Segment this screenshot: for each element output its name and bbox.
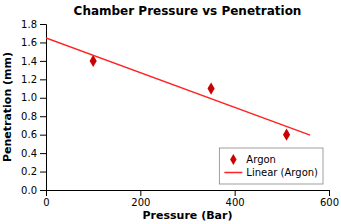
axis-line — [47, 191, 330, 197]
legend-label: Linear (Argon) — [246, 167, 318, 178]
x-axis-title: Pressure (Bar) — [143, 209, 233, 222]
legend-swatch — [224, 172, 242, 174]
legend-swatch — [230, 154, 236, 165]
trend-line — [46, 38, 310, 135]
tick: 1.8 — [21, 19, 46, 30]
tick-label: 1.6 — [21, 37, 37, 48]
tick-label: 1.4 — [21, 56, 37, 67]
axis-line — [40, 25, 47, 191]
tick-mark — [40, 42, 46, 43]
point — [283, 128, 290, 140]
tick-mark — [329, 190, 330, 196]
tick: 0.4 — [21, 148, 46, 159]
tick: 200 — [131, 190, 150, 208]
tick: 0 — [43, 190, 49, 208]
legend-item: Argon — [230, 154, 276, 165]
tick: 1.2 — [21, 74, 46, 85]
tick: 1.0 — [21, 92, 46, 103]
legend-frame — [219, 148, 323, 184]
tick-mark — [40, 135, 46, 136]
legend: Argon Linear (Argon) — [219, 148, 323, 184]
x-axis: 0 200 400 600 — [43, 190, 339, 208]
tick-label: 1.2 — [21, 74, 37, 85]
legend-label: Argon — [246, 154, 276, 165]
tick: 400 — [226, 190, 245, 208]
plot: 0 200 400 600 0.0 0.2 0.4 0.6 0.8 1.0 1.2 1.4 1.6 1.8… — [21, 19, 339, 208]
y-axis-title: Penetration (mm) — [1, 52, 14, 162]
tick-label: 200 — [131, 197, 150, 208]
tick: 1.6 — [21, 37, 46, 48]
tick-mark — [140, 190, 141, 196]
tick-mark — [40, 116, 46, 117]
tick: 600 — [320, 190, 339, 208]
tick-mark — [40, 79, 46, 80]
tick-mark — [40, 24, 46, 25]
tick-label: 0.4 — [21, 148, 37, 159]
tick: 0.8 — [21, 111, 46, 122]
tick-label: 0.8 — [21, 111, 37, 122]
tick-label: 400 — [226, 197, 245, 208]
point — [208, 82, 215, 94]
tick: 1.4 — [21, 56, 46, 67]
title: Chamber Pressure vs Penetration — [74, 4, 302, 18]
y-axis: 0.0 0.2 0.4 0.6 0.8 1.0 1.2 1.4 1.6 1.8 — [21, 19, 46, 196]
chart: 0 200 400 600 0.0 0.2 0.4 0.6 0.8 1.0 1.2 1.4 1.6 1.8… — [0, 0, 341, 224]
tick-mark — [40, 98, 46, 99]
tick-label: 1.8 — [21, 19, 37, 30]
tick-mark — [40, 153, 46, 154]
tick-label: 0.2 — [21, 166, 37, 177]
tick-mark — [40, 61, 46, 62]
tick: 0.0 — [21, 185, 46, 196]
marks — [46, 38, 310, 141]
legend-item: Linear (Argon) — [224, 167, 318, 178]
tick-label: 600 — [320, 197, 339, 208]
tick-mark — [235, 190, 236, 196]
tick-mark — [40, 172, 46, 173]
tick-label: 0.0 — [21, 185, 37, 196]
tick-label: 0.6 — [21, 129, 37, 140]
tick: 0.2 — [21, 166, 46, 177]
tick-label: 0 — [43, 197, 49, 208]
tick-mark — [40, 190, 46, 191]
tick: 0.6 — [21, 129, 46, 140]
tick-label: 1.0 — [21, 92, 37, 103]
